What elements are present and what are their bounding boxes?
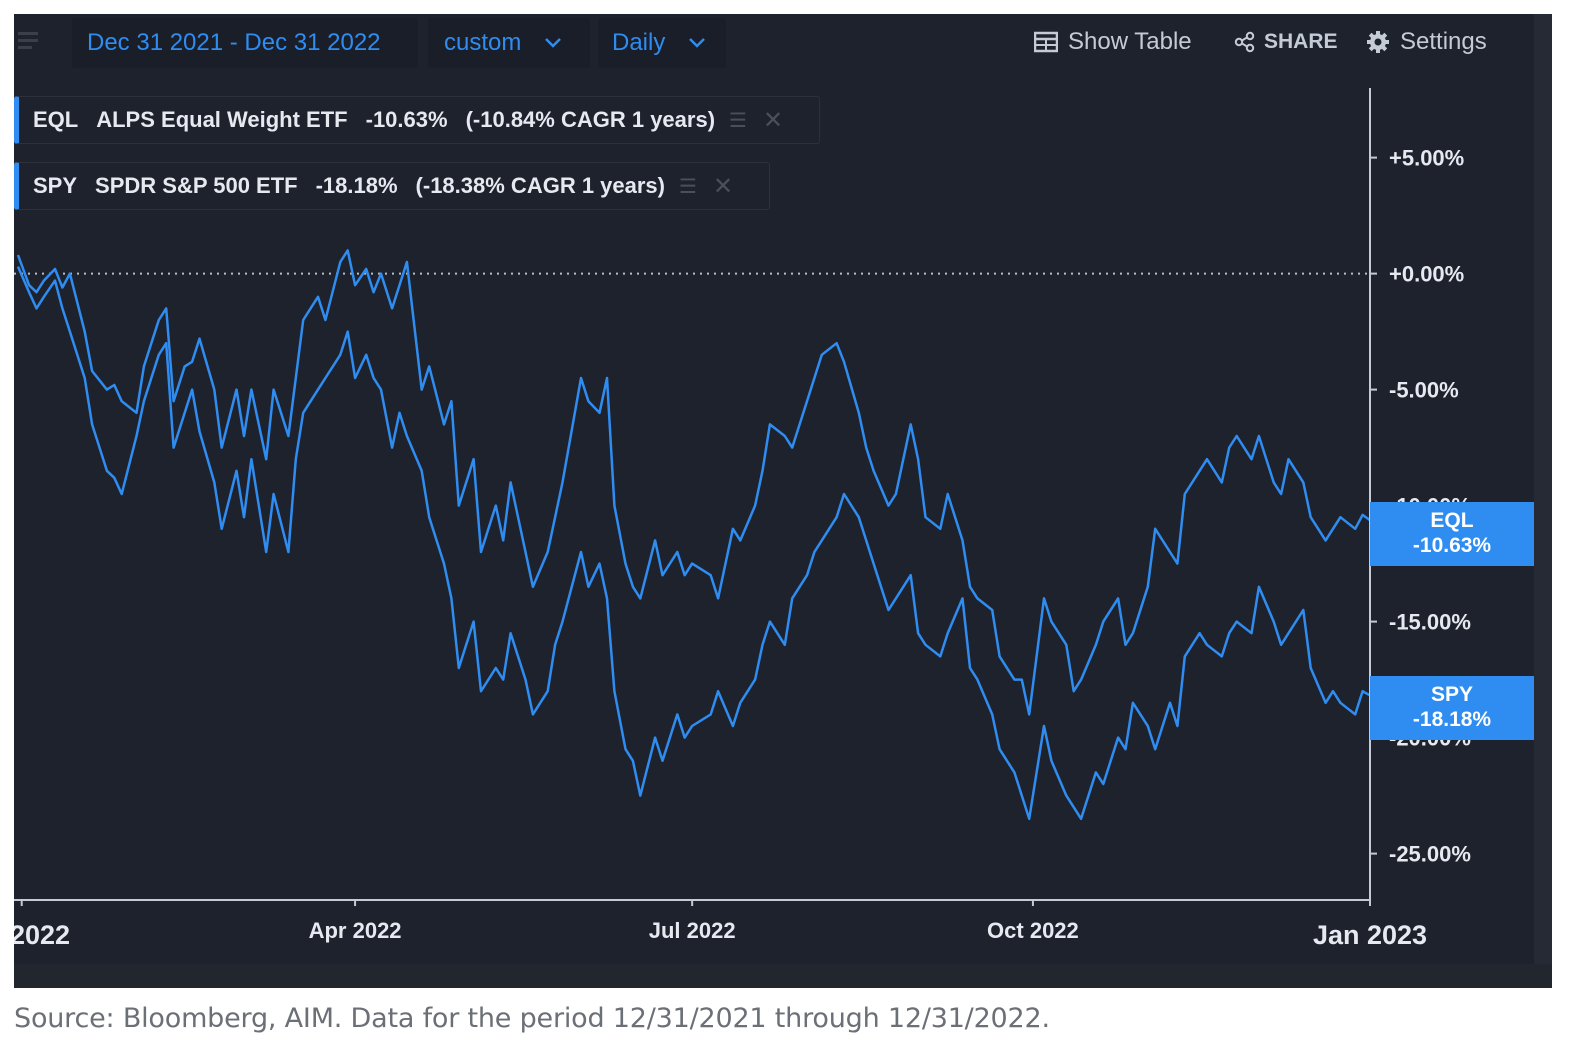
gear-icon: [1367, 31, 1389, 53]
series-line-eql: [16, 249, 1371, 716]
close-icon[interactable]: ✕: [712, 172, 734, 200]
layers-icon[interactable]: ☰: [679, 175, 697, 198]
settings-button[interactable]: Settings: [1366, 24, 1487, 60]
legend-name: SPDR S&P 500 ETF: [95, 173, 298, 198]
right-edge: [1534, 14, 1552, 988]
x-tick-label: 2022: [14, 920, 70, 950]
show-table-button[interactable]: Show Table: [1034, 24, 1192, 60]
legend-ticker: EQL: [33, 107, 79, 132]
eql-value-tag: EQL -10.63%: [1370, 502, 1534, 566]
legend-item-eql[interactable]: EQL ALPS Equal Weight ETF -10.63% (-10.8…: [14, 96, 820, 144]
interval-label: Daily: [612, 29, 666, 56]
date-range-button[interactable]: Dec 31 2021 - Dec 31 2022: [72, 18, 418, 68]
source-note: Source: Bloomberg, AIM. Data for the per…: [14, 1003, 1050, 1034]
x-tick-label: Jan 2023: [1313, 920, 1427, 950]
y-tick-label: -25.00%: [1389, 842, 1471, 867]
x-tick-label: Oct 2022: [987, 918, 1079, 943]
settings-label: Settings: [1400, 28, 1487, 55]
legend-return: -10.63%: [365, 107, 448, 132]
y-tick-label: -15.00%: [1389, 610, 1471, 635]
y-tick-label: -5.00%: [1389, 378, 1459, 403]
range-mode-dropdown[interactable]: custom: [428, 18, 590, 68]
toolbar: Dec 31 2021 - Dec 31 2022 custom Daily S…: [14, 14, 1552, 72]
y-tick-label: +5.00%: [1389, 146, 1464, 171]
chevron-down-icon: [689, 38, 706, 48]
chart-panel: +5.00%+0.00%-5.00%-10.00%-15.00%-20.00%-…: [14, 14, 1552, 988]
chart-canvas: +5.00%+0.00%-5.00%-10.00%-15.00%-20.00%-…: [14, 14, 1552, 988]
legend-name: ALPS Equal Weight ETF: [96, 107, 348, 132]
date-range-label: Dec 31 2021 - Dec 31 2022: [87, 29, 381, 56]
spy-tag-ticker: SPY: [1430, 683, 1474, 706]
layers-icon[interactable]: ☰: [729, 109, 747, 132]
y-tick-label: +0.00%: [1389, 262, 1464, 287]
show-table-label: Show Table: [1068, 28, 1192, 55]
close-icon[interactable]: ✕: [762, 106, 784, 134]
share-label: SHARE: [1264, 30, 1338, 53]
legend-ticker: SPY: [33, 173, 78, 198]
eql-tag-value: -10.63%: [1412, 534, 1492, 557]
x-axis-ticks: 2022 Apr 2022 Jul 2022 Oct 2022 Jan 2023: [14, 899, 1427, 950]
spy-value-tag: SPY -18.18%: [1370, 676, 1534, 740]
series-lines: [16, 249, 1371, 821]
menu-icon[interactable]: [18, 28, 42, 52]
share-icon: [1234, 31, 1255, 53]
series-line-spy: [16, 266, 1371, 821]
eql-tag-ticker: EQL: [1430, 509, 1474, 532]
legend-cagr: (-10.84% CAGR 1 years): [465, 107, 716, 132]
y-axis-ticks: +5.00%+0.00%-5.00%-10.00%-15.00%-20.00%-…: [1370, 146, 1471, 867]
chart-background: [14, 14, 1552, 988]
legend-cagr: (-18.38% CAGR 1 years): [415, 173, 665, 198]
range-mode-label: custom: [444, 29, 522, 56]
spy-tag-value: -18.18%: [1412, 708, 1492, 731]
x-tick-label: Jul 2022: [649, 918, 736, 943]
legend-item-spy[interactable]: SPY SPDR S&P 500 ETF -18.18% (-18.38% CA…: [14, 162, 770, 210]
interval-dropdown[interactable]: Daily: [598, 18, 726, 68]
x-tick-label: Apr 2022: [309, 918, 402, 943]
table-icon: [1034, 31, 1058, 53]
bottom-scrollbar[interactable]: [14, 964, 1552, 988]
legend-return: -18.18%: [315, 173, 398, 198]
share-button[interactable]: SHARE: [1234, 24, 1338, 60]
chevron-down-icon: [545, 38, 562, 48]
